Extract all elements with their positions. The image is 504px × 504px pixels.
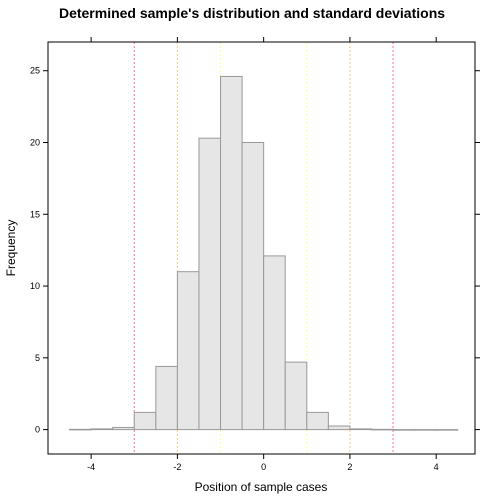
y-tick-label: 20 — [30, 137, 40, 147]
histogram-bar — [349, 428, 372, 431]
plot-frame — [47, 41, 476, 455]
chart-title: Determined sample's distribution and sta… — [59, 5, 445, 21]
y-tick-label: 10 — [30, 281, 40, 291]
histogram-bar — [112, 426, 135, 431]
y-tick-label: 15 — [30, 209, 40, 219]
ticks: -4 -2 0 2 4 0 5 10 15 20 25 — [30, 37, 480, 472]
histogram-bar — [414, 429, 437, 431]
histogram-bar — [435, 429, 459, 431]
bars — [69, 75, 459, 431]
x-tick-label: 4 — [434, 462, 439, 472]
y-tick-label: 0 — [35, 425, 40, 435]
y-tick-label: 25 — [30, 66, 40, 76]
histogram-bar — [155, 365, 178, 431]
x-tick-label: -4 — [87, 462, 95, 472]
histogram-bar — [370, 428, 394, 431]
histogram-bar — [133, 411, 157, 431]
y-tick-label: 5 — [35, 353, 40, 363]
histogram-bar — [306, 411, 329, 431]
y-axis-label: Frequency — [4, 220, 18, 277]
histogram-bar — [241, 141, 265, 431]
histogram-bar — [198, 137, 222, 431]
histogram-bar — [220, 75, 243, 431]
histogram-bar — [90, 428, 114, 431]
histogram-bar — [284, 361, 308, 431]
histogram-bar — [263, 255, 286, 431]
histogram-bar — [327, 425, 351, 431]
histogram-bar — [392, 429, 416, 431]
x-tick-label: -2 — [173, 462, 181, 472]
x-tick-label: 2 — [347, 462, 352, 472]
histogram-bar — [176, 271, 200, 431]
x-tick-label: 0 — [261, 462, 266, 472]
histogram-bar — [69, 428, 92, 431]
x-axis-label: Position of sample cases — [195, 480, 328, 494]
